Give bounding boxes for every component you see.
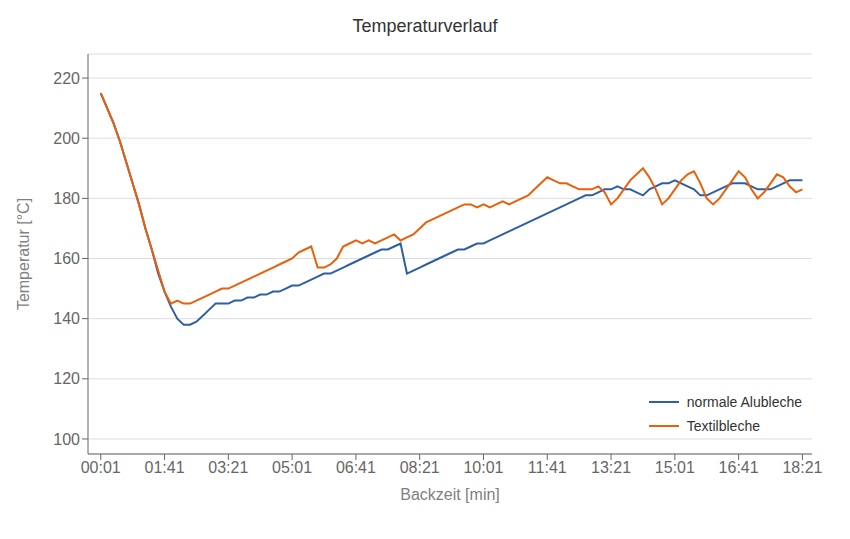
html-text:Textilbleche: Textilbleche: [686, 418, 760, 434]
svg-text:100: 100: [53, 431, 80, 448]
svg-text:200: 200: [53, 130, 80, 147]
svg-text:00:01: 00:01: [81, 459, 121, 476]
svg-text:01:41: 01:41: [145, 459, 185, 476]
svg-text:Temperatur [°C]: Temperatur [°C]: [15, 198, 32, 310]
svg-text:18:21: 18:21: [782, 459, 822, 476]
html-text:Temperaturverlauf: Temperaturverlauf: [352, 16, 498, 36]
svg-text:08:21: 08:21: [400, 459, 440, 476]
svg-text:160: 160: [53, 250, 80, 267]
svg-text:120: 120: [53, 370, 80, 387]
html-text:normale Alubleche: normale Alubleche: [686, 394, 802, 410]
svg-text:13:21: 13:21: [591, 459, 631, 476]
svg-text:140: 140: [53, 310, 80, 327]
svg-text:06:41: 06:41: [336, 459, 376, 476]
svg-text:180: 180: [53, 190, 80, 207]
svg-text:03:21: 03:21: [208, 459, 248, 476]
svg-text:15:01: 15:01: [655, 459, 695, 476]
svg-text:11:41: 11:41: [528, 459, 567, 476]
svg-text:220: 220: [53, 70, 80, 87]
svg-text:05:01: 05:01: [272, 459, 312, 476]
svg-text:16:41: 16:41: [719, 459, 759, 476]
svg-text:10:01: 10:01: [463, 459, 503, 476]
svg-text:Backzeit [min]: Backzeit [min]: [400, 486, 500, 503]
